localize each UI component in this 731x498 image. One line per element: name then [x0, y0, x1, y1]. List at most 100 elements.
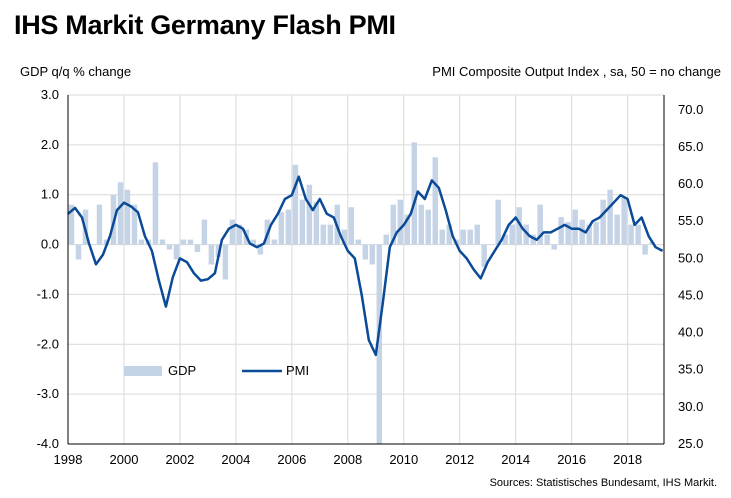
gdp-bar	[383, 234, 390, 245]
right-tick-label: 55.0	[678, 213, 703, 228]
axes: 3.0 2.0 1.0 0.0 -1.0 -2.0 -3.0 -4.0 70.0 65.0 60.0…	[37, 87, 704, 467]
gdp-bar	[635, 224, 641, 245]
right-tick-label: 70.0	[678, 102, 703, 117]
gdp-bar	[362, 244, 369, 260]
x-tick-label: 2000	[110, 452, 139, 467]
legend: GDP PMI	[124, 363, 309, 378]
gdp-bar	[96, 204, 103, 245]
gdp-bar	[348, 207, 355, 245]
gdp-bar	[502, 234, 508, 245]
gdp-bar	[124, 189, 131, 245]
x-tick-label: 2010	[389, 452, 418, 467]
gdp-bar	[446, 224, 452, 245]
x-tick-label: 2008	[333, 452, 362, 467]
gdp-bar	[327, 224, 334, 245]
left-tick-label: 3.0	[41, 87, 59, 102]
right-tick-label: 65.0	[678, 139, 703, 154]
left-tick-label: 1.0	[41, 187, 59, 202]
gdp-bar	[236, 224, 243, 245]
right-tick-label: 35.0	[678, 362, 703, 377]
gdp-bar	[432, 157, 438, 245]
gdp-bar	[320, 224, 327, 245]
gdp-bar	[621, 197, 627, 245]
gdp-bar	[544, 234, 550, 245]
gdp-bar	[138, 239, 145, 245]
x-tick-label: 2014	[501, 452, 530, 467]
gdp-bar	[404, 214, 411, 245]
source-note: Sources: Statistisches Bundesamt, IHS Ma…	[489, 477, 717, 489]
legend-gdp-label: GDP	[168, 363, 196, 378]
left-tick-label: -1.0	[37, 286, 59, 301]
gdp-bar	[425, 209, 431, 245]
gdp-bar	[166, 244, 173, 250]
x-tick-label: 2004	[221, 452, 250, 467]
gdp-bar	[278, 212, 285, 245]
left-axis-title: GDP q/q % change	[20, 64, 132, 79]
right-tick-label: 25.0	[678, 436, 703, 451]
gdp-bar	[369, 244, 376, 265]
gdp-bar	[355, 239, 362, 245]
x-tick-label: 1998	[54, 452, 83, 467]
left-tick-label: -2.0	[37, 336, 59, 351]
right-tick-label: 40.0	[678, 325, 703, 340]
gdp-bar	[208, 244, 215, 265]
gdp-bar	[187, 239, 194, 245]
gdp-bar	[411, 142, 417, 245]
gdp-bar	[523, 224, 529, 245]
gdp-bar	[607, 189, 613, 245]
gdp-bar	[75, 244, 82, 260]
gdp-bar	[271, 239, 278, 245]
left-tick-label: -4.0	[37, 436, 59, 451]
gdp-bar	[579, 219, 585, 245]
gdp-bar	[642, 244, 648, 255]
gdp-bar	[509, 224, 515, 245]
gdp-bar	[117, 182, 124, 245]
right-tick-label: 60.0	[678, 176, 703, 191]
gdp-bar	[390, 204, 397, 245]
gdp-bar	[537, 204, 543, 245]
gdp-bar	[495, 199, 501, 245]
gdp-bar	[558, 217, 564, 245]
gdp-bar	[481, 244, 487, 268]
gdp-bar	[593, 222, 599, 245]
gdp-bar	[551, 244, 557, 250]
gdp-bar	[586, 224, 592, 245]
x-tick-label: 2002	[165, 452, 194, 467]
gdp-bar	[89, 244, 96, 246]
gdp-bar	[628, 224, 634, 245]
gdp-bar	[299, 199, 306, 245]
right-tick-label: 45.0	[678, 287, 703, 302]
right-tick-label: 50.0	[678, 250, 703, 265]
gdp-bar	[292, 164, 299, 245]
gdp-bar	[439, 229, 445, 245]
right-axis-title: PMI Composite Output Index , sa, 50 = no…	[432, 64, 721, 79]
gdp-bar	[194, 244, 201, 253]
gdp-bar	[488, 244, 494, 246]
legend-gdp-swatch	[124, 366, 162, 376]
gdp-bar	[159, 239, 166, 245]
pmi-line	[67, 175, 664, 357]
x-tick-label: 2012	[445, 452, 474, 467]
gdp-bar	[600, 199, 606, 245]
left-tick-label: 0.0	[41, 237, 59, 252]
gdp-bar	[572, 209, 578, 245]
right-tick-label: 30.0	[678, 399, 703, 414]
gdp-bar	[516, 207, 522, 245]
gdp-bar	[257, 244, 264, 255]
x-tick-label: 2006	[277, 452, 306, 467]
gdp-bar	[250, 239, 257, 245]
gdp-bar	[474, 224, 480, 245]
legend-pmi-label: PMI	[286, 363, 309, 378]
gdp-bar	[467, 229, 473, 245]
gdp-bar	[565, 222, 571, 245]
gdp-bar	[222, 244, 229, 280]
gdp-bars	[68, 142, 655, 444]
gdp-bar	[306, 184, 313, 245]
gdp-bar	[173, 244, 180, 260]
pmi-line-group	[67, 175, 664, 357]
gdp-bar	[131, 204, 138, 245]
gdp-bar	[614, 214, 620, 245]
x-tick-label: 2016	[557, 452, 586, 467]
gdp-bar	[152, 162, 159, 245]
